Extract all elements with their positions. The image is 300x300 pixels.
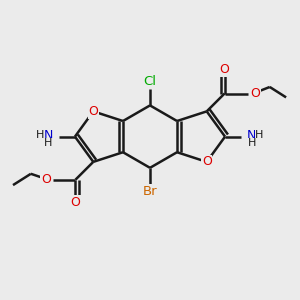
Text: O: O — [88, 105, 98, 118]
Text: H: H — [36, 130, 45, 140]
Text: O: O — [70, 196, 80, 208]
Text: O: O — [251, 87, 261, 100]
Text: O: O — [220, 63, 230, 76]
Text: H: H — [255, 130, 264, 140]
Text: N: N — [44, 129, 53, 142]
Text: H: H — [44, 138, 52, 148]
Text: O: O — [41, 173, 51, 186]
Text: H: H — [248, 138, 256, 148]
Text: Br: Br — [143, 185, 157, 198]
Text: O: O — [202, 155, 211, 168]
Text: N: N — [247, 129, 256, 142]
Text: Cl: Cl — [143, 75, 157, 88]
